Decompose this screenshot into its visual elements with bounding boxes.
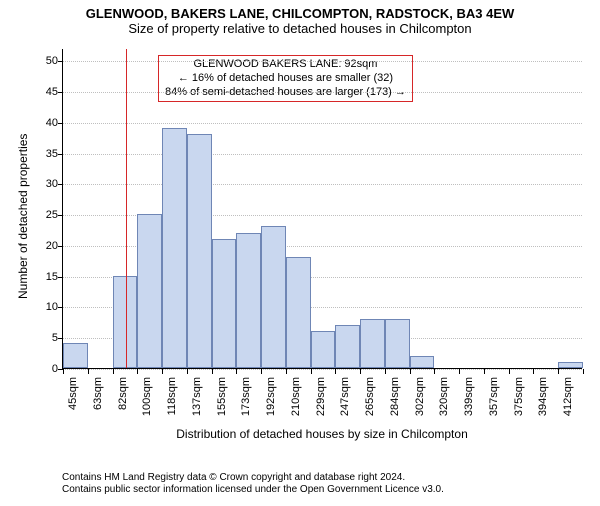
x-tick-label: 155sqm <box>216 377 228 417</box>
x-tick <box>360 369 361 374</box>
y-tick <box>58 154 63 155</box>
x-tick-label: 45sqm <box>67 377 79 417</box>
y-tick-label: 40 <box>28 117 58 129</box>
y-tick <box>58 246 63 247</box>
annotation-line: ← 16% of detached houses are smaller (32… <box>165 72 406 86</box>
x-tick <box>286 369 287 374</box>
bar <box>311 331 336 368</box>
x-tick <box>459 369 460 374</box>
bar <box>558 362 583 368</box>
y-tick-label: 45 <box>28 86 58 98</box>
x-tick-label: 284sqm <box>389 377 401 417</box>
x-tick <box>385 369 386 374</box>
bar <box>63 343 88 368</box>
x-tick-label: 137sqm <box>191 377 203 417</box>
x-tick-label: 100sqm <box>141 377 153 417</box>
gridline <box>63 123 582 124</box>
y-tick-label: 5 <box>28 332 58 344</box>
gridline <box>63 184 582 185</box>
x-tick <box>410 369 411 374</box>
x-tick <box>533 369 534 374</box>
bar <box>286 257 311 368</box>
x-tick <box>236 369 237 374</box>
reference-line <box>126 49 127 368</box>
x-axis-label: Distribution of detached houses by size … <box>62 427 582 441</box>
x-tick-label: 265sqm <box>364 377 376 417</box>
x-tick <box>434 369 435 374</box>
gridline <box>63 61 582 62</box>
x-tick <box>212 369 213 374</box>
chart-title-line1: GLENWOOD, BAKERS LANE, CHILCOMPTON, RADS… <box>0 6 600 21</box>
x-tick <box>88 369 89 374</box>
bar <box>162 128 187 368</box>
x-tick <box>113 369 114 374</box>
x-tick <box>162 369 163 374</box>
x-tick <box>187 369 188 374</box>
x-tick-label: 320sqm <box>438 377 450 417</box>
footer-line: Contains public sector information licen… <box>62 484 444 496</box>
x-tick-label: 63sqm <box>92 377 104 417</box>
x-tick <box>63 369 64 374</box>
x-tick-label: 339sqm <box>463 377 475 417</box>
y-tick-label: 10 <box>28 301 58 313</box>
bar <box>335 325 360 368</box>
y-tick-label: 35 <box>28 148 58 160</box>
y-tick <box>58 307 63 308</box>
bar <box>212 239 237 368</box>
bar <box>410 356 435 368</box>
x-tick-label: 82sqm <box>117 377 129 417</box>
annotation-line: GLENWOOD BAKERS LANE: 92sqm <box>165 58 406 72</box>
x-tick-label: 357sqm <box>488 377 500 417</box>
x-tick <box>137 369 138 374</box>
x-tick-label: 375sqm <box>513 377 525 417</box>
x-tick-label: 412sqm <box>562 377 574 417</box>
y-tick <box>58 92 63 93</box>
bar <box>137 214 162 368</box>
y-tick-label: 25 <box>28 209 58 221</box>
x-tick-label: 192sqm <box>265 377 277 417</box>
x-tick <box>261 369 262 374</box>
x-tick-label: 210sqm <box>290 377 302 417</box>
footer-attribution: Contains HM Land Registry data © Crown c… <box>62 472 444 496</box>
y-tick-label: 20 <box>28 240 58 252</box>
x-tick-label: 229sqm <box>315 377 327 417</box>
x-tick <box>509 369 510 374</box>
y-tick <box>58 338 63 339</box>
x-tick-label: 173sqm <box>240 377 252 417</box>
footer-line: Contains HM Land Registry data © Crown c… <box>62 472 444 484</box>
bar <box>187 134 212 368</box>
x-tick <box>484 369 485 374</box>
x-tick <box>583 369 584 374</box>
plot-area: GLENWOOD BAKERS LANE: 92sqm← 16% of deta… <box>62 49 582 369</box>
gridline <box>63 154 582 155</box>
y-tick-label: 30 <box>28 178 58 190</box>
y-tick-label: 15 <box>28 271 58 283</box>
chart-title-line2: Size of property relative to detached ho… <box>0 21 600 36</box>
y-tick <box>58 215 63 216</box>
y-tick <box>58 123 63 124</box>
bar <box>261 226 286 368</box>
y-tick-label: 0 <box>28 363 58 375</box>
x-tick-label: 394sqm <box>537 377 549 417</box>
bar <box>360 319 385 368</box>
x-tick-label: 247sqm <box>339 377 351 417</box>
x-tick-label: 118sqm <box>166 377 178 417</box>
bar <box>385 319 410 368</box>
bar <box>113 276 138 368</box>
x-tick <box>558 369 559 374</box>
y-tick-label: 50 <box>28 55 58 67</box>
y-tick <box>58 61 63 62</box>
gridline <box>63 369 582 370</box>
y-tick <box>58 277 63 278</box>
y-tick <box>58 184 63 185</box>
gridline <box>63 92 582 93</box>
x-tick <box>311 369 312 374</box>
x-tick-label: 302sqm <box>414 377 426 417</box>
bar <box>236 233 261 368</box>
x-tick <box>335 369 336 374</box>
